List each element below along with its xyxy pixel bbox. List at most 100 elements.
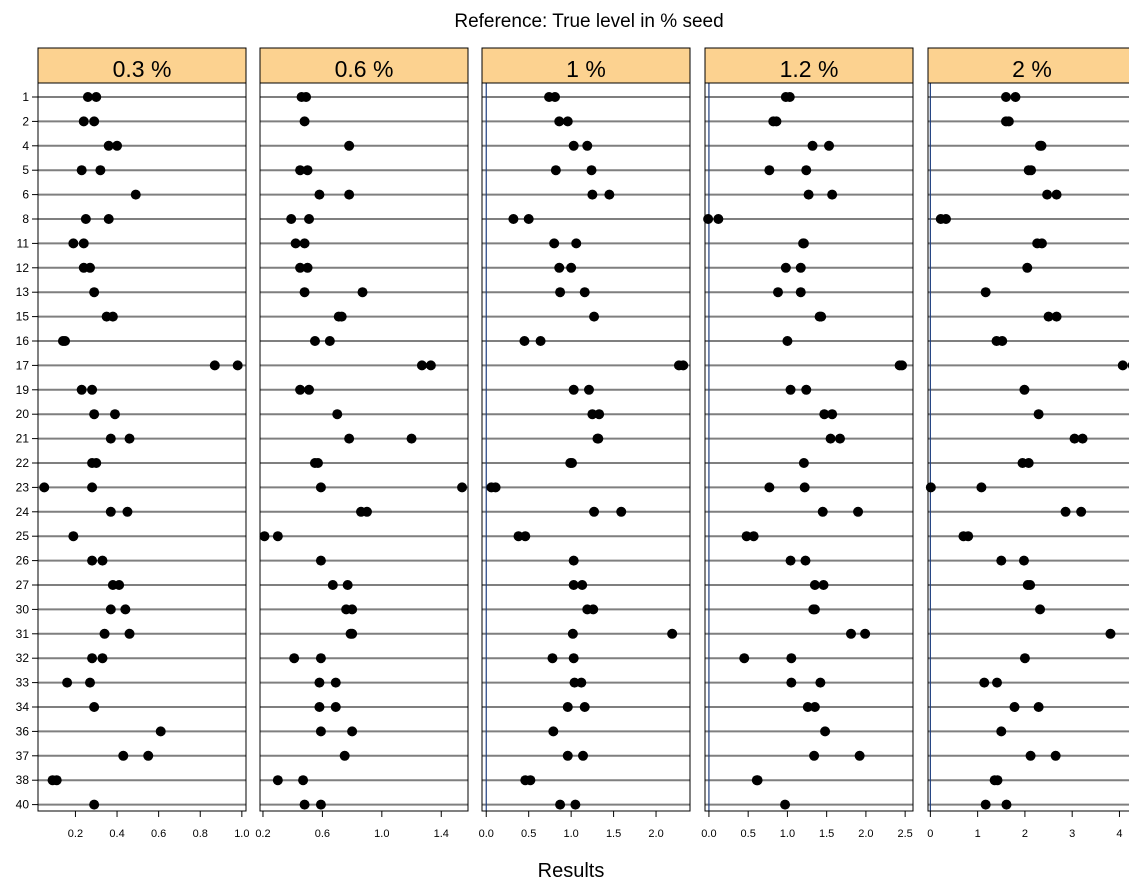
data-point bbox=[562, 116, 573, 127]
data-point bbox=[548, 726, 559, 737]
data-point bbox=[1001, 92, 1011, 102]
data-point bbox=[124, 628, 135, 639]
y-tick-label: 5 bbox=[22, 163, 29, 177]
data-point bbox=[997, 336, 1008, 346]
x-tick-label: 0.6 bbox=[315, 828, 330, 840]
data-point bbox=[298, 775, 309, 786]
data-point bbox=[571, 238, 582, 249]
data-point bbox=[286, 214, 297, 224]
data-point bbox=[122, 506, 133, 517]
data-point bbox=[309, 336, 320, 346]
x-tick-label: 1.5 bbox=[606, 828, 621, 840]
data-point bbox=[568, 653, 579, 664]
data-point bbox=[809, 580, 820, 590]
data-point bbox=[854, 750, 865, 761]
data-point bbox=[105, 604, 116, 615]
y-tick-label: 2 bbox=[22, 114, 29, 128]
data-point bbox=[798, 458, 809, 468]
data-point bbox=[91, 92, 102, 102]
data-point bbox=[109, 409, 120, 420]
y-tick-label: 21 bbox=[16, 432, 30, 446]
data-point bbox=[357, 287, 368, 298]
data-point bbox=[327, 580, 338, 590]
data-point bbox=[816, 311, 827, 322]
data-point bbox=[314, 702, 325, 712]
data-point bbox=[1076, 506, 1087, 517]
data-point bbox=[295, 165, 306, 176]
data-point bbox=[39, 482, 50, 493]
data-point bbox=[508, 214, 519, 224]
data-point bbox=[980, 287, 991, 298]
facet-panel: 2 % 0 1 2 3 4 bbox=[925, 47, 1129, 840]
data-point bbox=[304, 384, 315, 395]
data-point bbox=[593, 433, 604, 444]
data-point bbox=[963, 531, 974, 542]
data-point bbox=[817, 506, 828, 517]
data-point bbox=[780, 799, 791, 810]
data-point bbox=[105, 506, 116, 517]
data-point bbox=[897, 360, 908, 371]
x-tick-label: 0.0 bbox=[701, 828, 716, 840]
data-point bbox=[782, 336, 793, 346]
data-point bbox=[703, 214, 714, 224]
data-point bbox=[860, 628, 871, 639]
data-point bbox=[996, 726, 1007, 737]
data-point bbox=[299, 238, 310, 249]
y-tick-label: 16 bbox=[16, 334, 30, 348]
y-tick-label: 12 bbox=[16, 261, 30, 275]
data-point bbox=[550, 165, 561, 176]
data-point bbox=[89, 409, 100, 420]
data-point bbox=[95, 165, 106, 176]
data-point bbox=[91, 458, 102, 468]
x-tick-label: 0 bbox=[927, 828, 933, 840]
data-point bbox=[809, 604, 820, 615]
data-point bbox=[1051, 189, 1062, 200]
data-point bbox=[85, 677, 95, 688]
data-point bbox=[1025, 750, 1036, 761]
data-point bbox=[579, 287, 590, 298]
x-tick-label: 0.2 bbox=[255, 828, 270, 840]
data-point bbox=[555, 799, 566, 810]
facet-strip-label: 0.3 % bbox=[113, 56, 172, 82]
data-point bbox=[290, 238, 301, 249]
data-point bbox=[568, 580, 579, 590]
data-point bbox=[1018, 555, 1029, 566]
data-point bbox=[315, 555, 326, 566]
data-point bbox=[588, 604, 599, 615]
data-point bbox=[342, 580, 353, 590]
data-point bbox=[457, 482, 468, 493]
facet-strip bbox=[927, 47, 1129, 84]
data-point bbox=[416, 360, 427, 371]
data-point bbox=[232, 360, 243, 371]
data-point bbox=[51, 775, 62, 786]
data-point bbox=[579, 702, 590, 712]
data-point bbox=[336, 311, 347, 322]
data-point bbox=[1035, 604, 1046, 615]
facet-panels: 0.3 % 0.2 0.4 0.6 0.8 1.0 0.6 % 0.2 0.6 1.0 1.4 1 %… bbox=[37, 47, 1129, 840]
data-point bbox=[1077, 433, 1088, 444]
data-point bbox=[272, 531, 283, 542]
data-point bbox=[519, 336, 530, 346]
data-point bbox=[99, 628, 110, 639]
data-point bbox=[406, 433, 417, 444]
data-point bbox=[347, 604, 358, 615]
data-point bbox=[324, 336, 335, 346]
data-point bbox=[824, 140, 835, 151]
x-tick-label: 1.5 bbox=[819, 828, 834, 840]
data-point bbox=[1023, 458, 1034, 468]
panel-frame bbox=[259, 82, 469, 812]
panel-frame bbox=[481, 82, 691, 812]
data-point bbox=[785, 384, 796, 395]
y-tick-label: 24 bbox=[16, 505, 30, 519]
data-point bbox=[820, 726, 831, 737]
facet-strip bbox=[37, 47, 247, 84]
data-point bbox=[786, 653, 797, 664]
x-tick-label: 2 bbox=[1022, 828, 1028, 840]
data-point bbox=[780, 262, 791, 273]
data-point bbox=[764, 482, 775, 493]
data-point bbox=[525, 775, 536, 786]
data-point bbox=[520, 531, 531, 542]
data-point bbox=[577, 580, 588, 590]
y-tick-label: 19 bbox=[16, 383, 30, 397]
data-point bbox=[1001, 799, 1012, 810]
